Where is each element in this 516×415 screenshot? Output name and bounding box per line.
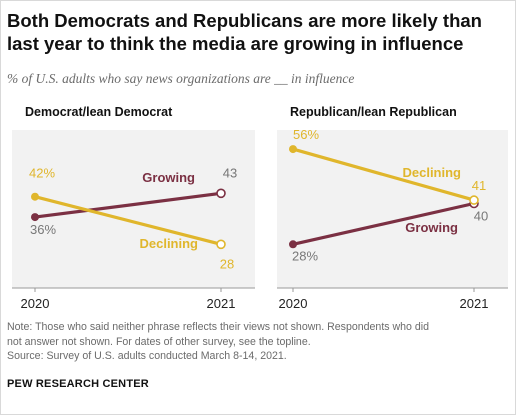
data-label-declining-democrat-2020: 42% <box>29 166 55 181</box>
data-point-declining-democrat-2020 <box>31 192 39 201</box>
source-line: Source: Survey of U.S. adults conducted … <box>7 350 287 362</box>
panel-background-democrat <box>12 130 255 288</box>
data-point-declining-republican-2020 <box>289 145 297 154</box>
note-line-1: Note: Those who said neither phrase refl… <box>7 321 430 333</box>
publisher-label: PEW RESEARCH CENTER <box>7 378 149 390</box>
data-label-growing-republican-2020: 28% <box>292 248 318 263</box>
x-tick-label-democrat-2020: 2020 <box>21 296 50 311</box>
data-label-growing-democrat-2021: 43 <box>223 165 237 180</box>
panel-title-republican: Republican/lean Republican <box>290 105 457 119</box>
series-line-declining-republican <box>291 147 476 202</box>
panel-title-democrat: Democrat/lean Democrat <box>25 105 173 119</box>
data-label-declining-democrat-2021: 28 <box>220 256 234 271</box>
series-label-declining-republican: Declining <box>402 165 461 180</box>
data-point-growing-republican-2020 <box>289 240 297 249</box>
series-label-declining-democrat: Declining <box>139 236 198 251</box>
series-label-growing-democrat: Growing <box>142 170 195 185</box>
notes-block: Note: Those who said neither phrase refl… <box>7 320 512 364</box>
data-point-declining-democrat-2021 <box>216 239 226 250</box>
data-label-declining-republican-2020: 56% <box>293 127 319 142</box>
chart-subtitle: % of U.S. adults who say news organizati… <box>7 71 355 86</box>
x-tick-label-republican-2021: 2021 <box>460 296 489 311</box>
data-label-growing-republican-2021: 40 <box>474 209 488 224</box>
x-tick-label-democrat-2021: 2021 <box>207 296 236 311</box>
series-line-growing-democrat <box>33 191 223 219</box>
series-label-growing-republican: Growing <box>405 220 458 235</box>
note-line-2: not answer not shown. For dates of other… <box>7 335 311 348</box>
series-line-declining-democrat <box>33 195 223 246</box>
data-label-growing-democrat-2020: 36% <box>30 222 56 237</box>
charts-svg: 2020 2021 36% 43 Growing 42% 28 Declining 2020 20… <box>12 127 508 311</box>
data-label-declining-republican-2021: 41 <box>472 178 486 193</box>
data-point-declining-republican-2021 <box>469 195 479 205</box>
x-tick-label-republican-2020: 2020 <box>279 296 308 311</box>
chart-title: Both Democrats and Republicans are more … <box>7 10 482 54</box>
data-point-growing-democrat-2020 <box>31 213 39 222</box>
data-point-growing-democrat-2021 <box>216 188 226 199</box>
series-line-growing-republican <box>291 201 476 246</box>
